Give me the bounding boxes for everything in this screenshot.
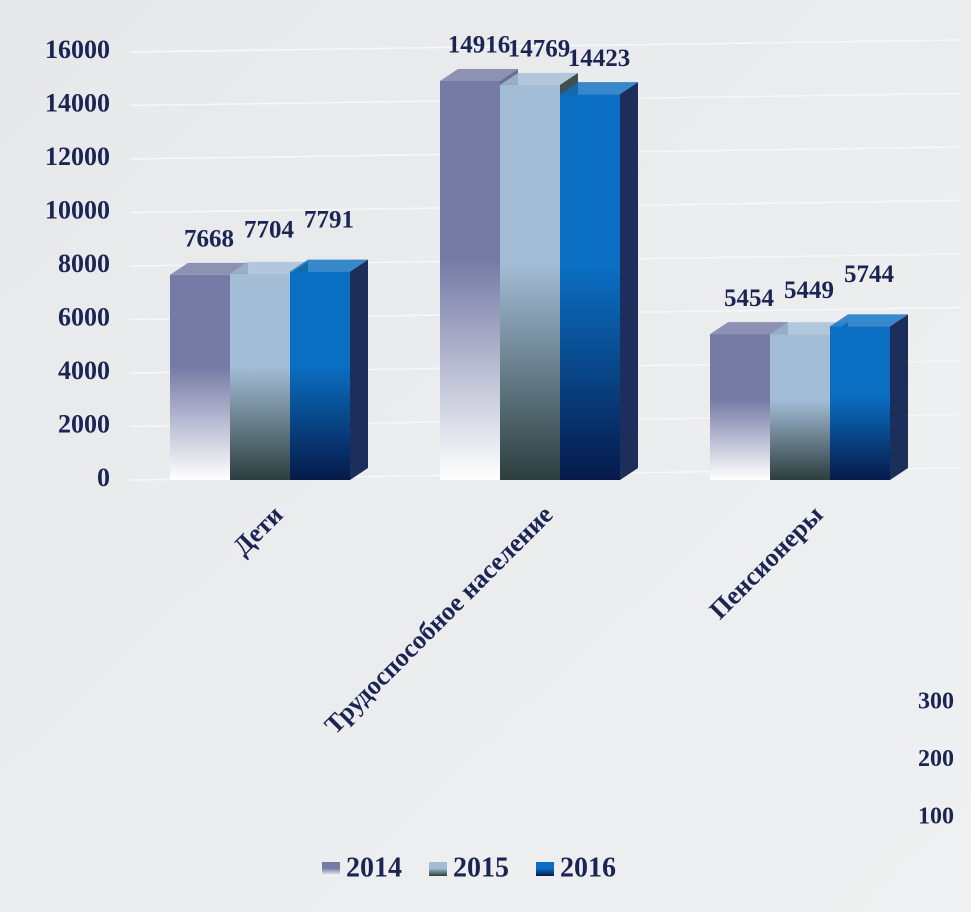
data-label: 7704	[244, 217, 295, 244]
y-tick-label: 16000	[45, 35, 110, 64]
bar	[440, 80, 500, 480]
grid-line	[129, 39, 961, 53]
annotation: 200	[918, 746, 954, 772]
y-tick-label: 0	[97, 463, 110, 492]
bar-top	[230, 261, 308, 274]
bar-top	[290, 259, 368, 272]
bar	[830, 326, 890, 480]
bar	[710, 334, 770, 480]
y-tick-label: 10000	[45, 195, 110, 224]
bar	[230, 273, 290, 480]
legend-swatch	[429, 862, 447, 876]
legend-label: 2015	[453, 852, 509, 883]
y-tick-label: 8000	[58, 249, 110, 278]
bar	[560, 94, 620, 480]
bar	[500, 84, 560, 480]
legend-label: 2014	[346, 852, 402, 883]
y-tick-label: 12000	[45, 142, 110, 171]
y-tick-label: 6000	[58, 302, 110, 331]
y-tick-label: 14000	[45, 88, 110, 117]
bar-top	[560, 82, 638, 95]
y-tick-label: 2000	[58, 409, 110, 438]
data-label: 5449	[784, 277, 834, 304]
bar-side	[350, 259, 368, 480]
legend: 2014 2015 2016	[322, 852, 616, 883]
bar	[170, 274, 230, 480]
bar	[290, 271, 350, 480]
annotation: 300	[918, 689, 954, 715]
data-label: 7668	[184, 226, 234, 253]
data-label: 14423	[568, 45, 631, 72]
legend-label: 2016	[560, 852, 616, 883]
data-label: 14916	[448, 32, 511, 59]
legend-swatch	[322, 862, 340, 876]
bar-top	[500, 72, 578, 85]
bar-top	[170, 262, 248, 275]
bar-side	[890, 314, 908, 480]
data-label: 5744	[844, 261, 895, 288]
bar-top	[830, 314, 908, 327]
data-label: 5454	[724, 285, 775, 312]
bar	[770, 334, 830, 480]
bar-top	[770, 322, 848, 335]
y-tick-label: 4000	[58, 356, 110, 385]
bar-top	[440, 68, 518, 81]
annotation: 100	[918, 804, 954, 830]
data-label: 14769	[508, 36, 571, 63]
bar-top	[710, 322, 788, 335]
data-label: 7791	[304, 206, 354, 233]
legend-swatch	[536, 862, 554, 876]
bar-side	[620, 82, 638, 480]
